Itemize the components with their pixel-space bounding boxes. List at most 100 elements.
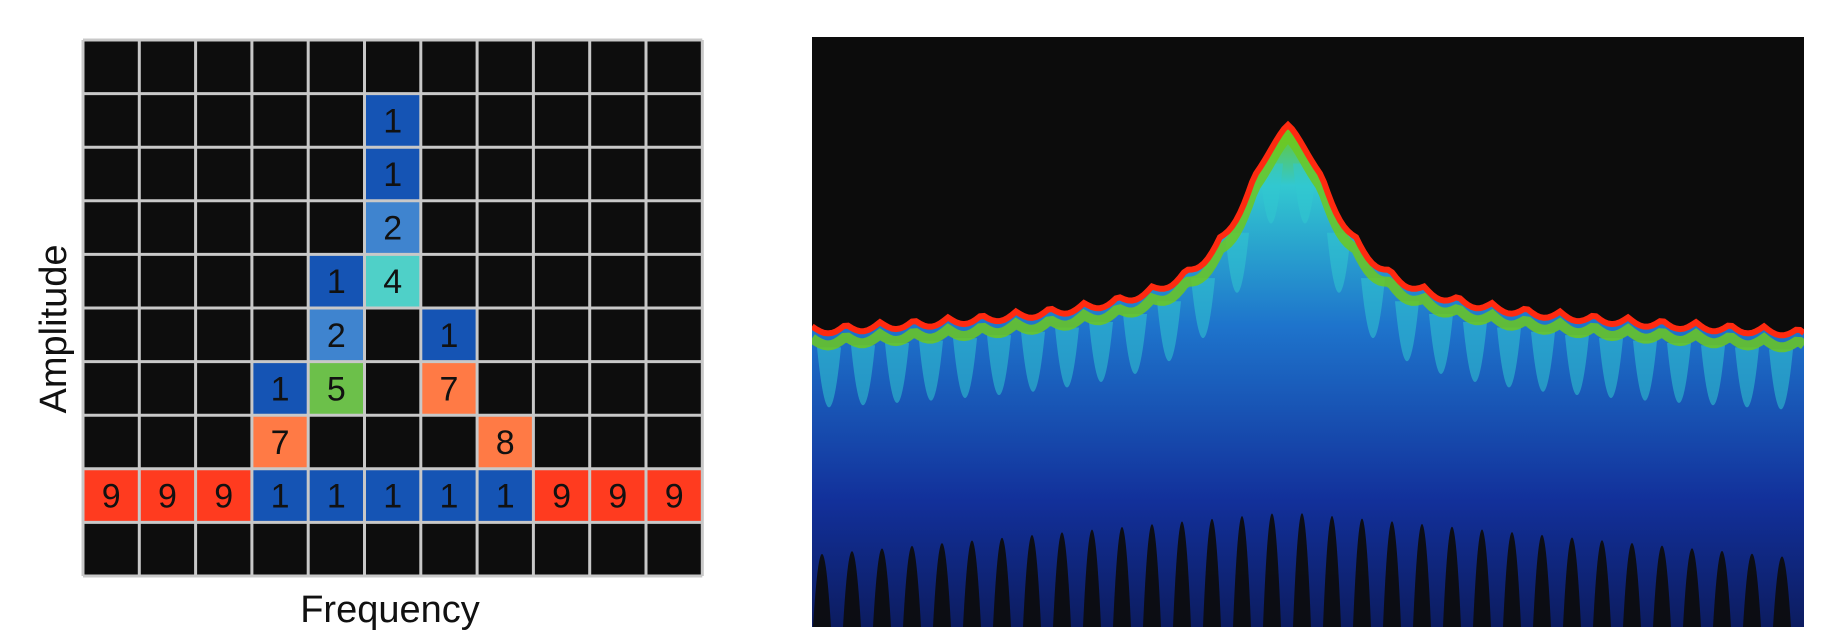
spectrum-lobe <box>1463 322 1487 383</box>
spectrum-lobe <box>885 343 909 404</box>
spectrum-lobe <box>953 338 977 399</box>
cell-value-label: 9 <box>102 478 121 516</box>
spectrum-lobe <box>1565 335 1589 396</box>
x-axis-label: Frequency <box>300 589 480 631</box>
spectrum-spike <box>843 551 861 627</box>
cell-value-label: 2 <box>327 317 346 355</box>
spectrum-spike <box>1233 516 1251 627</box>
cell-value-label: 1 <box>496 478 515 516</box>
cell-value-label: 1 <box>439 317 458 355</box>
grid-cell <box>308 254 365 308</box>
grid-cell <box>251 361 309 416</box>
spectrum-spike <box>1203 518 1221 627</box>
cell-value-label: 9 <box>158 478 177 516</box>
spectrum-lobe <box>987 335 1011 396</box>
spectrum-spike <box>993 537 1011 627</box>
spectrum-lobe <box>1361 278 1385 339</box>
grid-cell <box>533 468 590 523</box>
grid-cell <box>420 468 478 523</box>
spectrum-spike <box>1113 526 1131 627</box>
cell-value-label: 9 <box>608 478 627 516</box>
spectrum-lobe <box>1395 301 1419 362</box>
spectrum-spike <box>1683 548 1701 627</box>
spectrum-lobe <box>1667 343 1691 404</box>
spectrum-lobe <box>1021 331 1045 392</box>
grid-cell <box>364 93 421 148</box>
cell-value-label: 1 <box>383 156 402 194</box>
spectrum-spike <box>1293 513 1311 627</box>
spectrum-lobe <box>1055 327 1079 388</box>
spectrum-lobe <box>1157 301 1181 362</box>
spectrum-spike <box>1503 532 1521 627</box>
grid-cell <box>364 147 421 201</box>
cell-value-label: 1 <box>383 478 402 516</box>
y-axis-label: Amplitude <box>33 245 75 414</box>
grid-cell <box>195 468 252 523</box>
spectrum-lobe <box>1191 278 1215 339</box>
spectrum-spike <box>1263 513 1281 627</box>
grid-cell <box>308 468 365 523</box>
spectrum-red-peak-edge <box>812 120 1804 339</box>
cell-value-label: 5 <box>327 370 346 408</box>
spectrum-lobe <box>851 345 875 406</box>
spectrum-lobe <box>1769 349 1793 410</box>
cell-value-label: 8 <box>496 424 515 462</box>
spectrum-spike <box>1173 521 1191 627</box>
spectrum-spike <box>1053 532 1071 627</box>
cell-value-label: 1 <box>271 478 290 516</box>
spectrum-spike <box>1353 518 1371 627</box>
spectrum-waterfall-panel <box>812 37 1804 627</box>
spectrum-lobe <box>1633 340 1657 401</box>
spectrum-lobe <box>1225 232 1249 293</box>
cell-value-label: 9 <box>552 478 571 516</box>
spectrum-spike <box>1623 542 1641 627</box>
cell-value-label: 1 <box>439 478 458 516</box>
spectrum-spike <box>1533 534 1551 627</box>
spectrum-envelope-fill <box>812 125 1804 627</box>
cell-value-label: 1 <box>327 263 346 301</box>
spectrum-spike <box>1023 535 1041 627</box>
spectrum-spike <box>1563 537 1581 627</box>
cell-value-label: 1 <box>327 478 346 516</box>
grid-cell <box>420 308 478 362</box>
spectrum-spike <box>1143 524 1161 627</box>
grid-cell <box>420 361 478 416</box>
grid-cell <box>83 468 140 523</box>
spectrum-spike <box>963 540 981 627</box>
grid-cell <box>477 468 534 523</box>
spectrum-lobe <box>919 340 943 401</box>
spectrum-spike <box>813 553 831 627</box>
grid-cell <box>308 308 365 362</box>
spectrum-lobe <box>817 347 841 408</box>
spectrum-lobe <box>1089 322 1113 383</box>
grid-cell <box>589 468 646 523</box>
spectrum-spike <box>903 545 921 627</box>
spectrum-spike <box>1083 529 1101 627</box>
spectrum-lobe <box>1327 232 1351 293</box>
cell-value-label: 1 <box>271 370 290 408</box>
spectrum-spike <box>1413 524 1431 627</box>
spectrum-spike <box>1743 553 1761 627</box>
spectrum-spike <box>1383 521 1401 627</box>
grid-cell <box>364 468 421 523</box>
cell-value-label: 4 <box>383 263 402 301</box>
spectrum-dark-spikes <box>813 513 1791 627</box>
grid-cell <box>646 468 703 523</box>
grid-lines <box>81 38 704 578</box>
spectrum-lobe <box>1531 331 1555 392</box>
spectrum-spike <box>1323 515 1341 627</box>
spectrum-spike <box>1473 529 1491 627</box>
spectrum-lobe <box>1497 327 1521 388</box>
spectrum-spike <box>1443 526 1461 627</box>
grid-cell <box>364 254 421 308</box>
cell-value-label: 2 <box>383 210 402 248</box>
grid-cell <box>139 468 196 523</box>
cell-value-label: 7 <box>271 424 290 462</box>
spectrum-spike <box>873 548 891 627</box>
spectrum-spike <box>933 543 951 627</box>
spectrum-lobe <box>1123 314 1147 375</box>
spectrum-spike <box>1653 545 1671 627</box>
grid-cell <box>251 415 309 469</box>
